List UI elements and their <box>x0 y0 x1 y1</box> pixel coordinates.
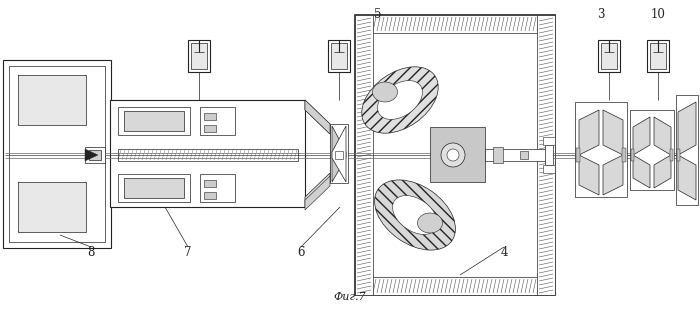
Bar <box>598 40 620 72</box>
Circle shape <box>441 143 465 167</box>
Bar <box>355 15 373 295</box>
Bar <box>331 43 347 69</box>
Bar <box>110 100 305 207</box>
Bar <box>493 147 503 163</box>
Polygon shape <box>654 155 671 188</box>
Ellipse shape <box>393 196 438 234</box>
Bar <box>89 150 101 160</box>
Bar <box>670 149 673 161</box>
Bar <box>631 149 634 161</box>
Polygon shape <box>305 173 330 207</box>
Bar <box>330 124 348 183</box>
Bar <box>118 149 298 161</box>
Text: 5: 5 <box>374 8 382 21</box>
Bar <box>200 174 235 202</box>
Bar <box>650 43 666 69</box>
Polygon shape <box>305 176 330 210</box>
Circle shape <box>447 149 459 161</box>
Ellipse shape <box>377 81 422 119</box>
Text: 6: 6 <box>298 246 304 259</box>
Polygon shape <box>579 110 599 155</box>
Polygon shape <box>633 155 650 188</box>
Ellipse shape <box>374 180 456 250</box>
Text: 10: 10 <box>650 8 666 21</box>
Bar <box>545 145 553 165</box>
Polygon shape <box>654 117 671 155</box>
Bar <box>537 15 555 295</box>
Bar <box>355 15 555 33</box>
Bar <box>576 148 580 162</box>
Text: 3: 3 <box>597 8 605 21</box>
Bar <box>118 107 190 135</box>
Bar <box>124 178 184 198</box>
Bar <box>118 174 190 202</box>
Bar <box>485 149 550 161</box>
Bar <box>677 149 680 161</box>
Bar <box>124 111 184 131</box>
Polygon shape <box>332 126 346 182</box>
Polygon shape <box>332 126 346 182</box>
Bar <box>543 137 555 145</box>
Bar <box>520 151 528 159</box>
Bar <box>204 180 216 187</box>
Bar <box>200 107 235 135</box>
Bar <box>204 113 216 120</box>
Polygon shape <box>579 155 599 195</box>
Polygon shape <box>678 102 696 155</box>
Text: Фиг.7: Фиг.7 <box>334 292 366 302</box>
Bar <box>188 40 210 72</box>
Polygon shape <box>633 117 650 155</box>
Bar <box>622 148 626 162</box>
Polygon shape <box>305 100 330 134</box>
Ellipse shape <box>372 82 398 102</box>
Bar <box>9 66 105 242</box>
Bar <box>355 277 555 295</box>
Bar <box>335 151 343 159</box>
Bar <box>3 60 111 248</box>
Bar <box>676 95 698 205</box>
Bar <box>18 75 86 125</box>
Bar <box>18 182 86 232</box>
Polygon shape <box>603 155 623 195</box>
Polygon shape <box>678 155 696 200</box>
Bar <box>601 43 617 69</box>
Bar <box>543 165 555 173</box>
Bar <box>191 43 207 69</box>
Bar <box>85 147 105 163</box>
Bar <box>647 40 669 72</box>
Text: 8: 8 <box>88 246 94 259</box>
Bar <box>204 192 216 199</box>
Bar <box>575 102 627 197</box>
Text: 7: 7 <box>184 246 192 259</box>
Ellipse shape <box>362 67 438 133</box>
Polygon shape <box>603 110 623 155</box>
Text: 4: 4 <box>500 246 508 259</box>
Bar <box>430 127 485 182</box>
Bar <box>328 40 350 72</box>
Polygon shape <box>305 100 330 134</box>
Bar <box>630 110 674 190</box>
Bar <box>355 15 555 295</box>
Ellipse shape <box>417 213 442 233</box>
Polygon shape <box>85 149 98 161</box>
Bar <box>204 125 216 132</box>
